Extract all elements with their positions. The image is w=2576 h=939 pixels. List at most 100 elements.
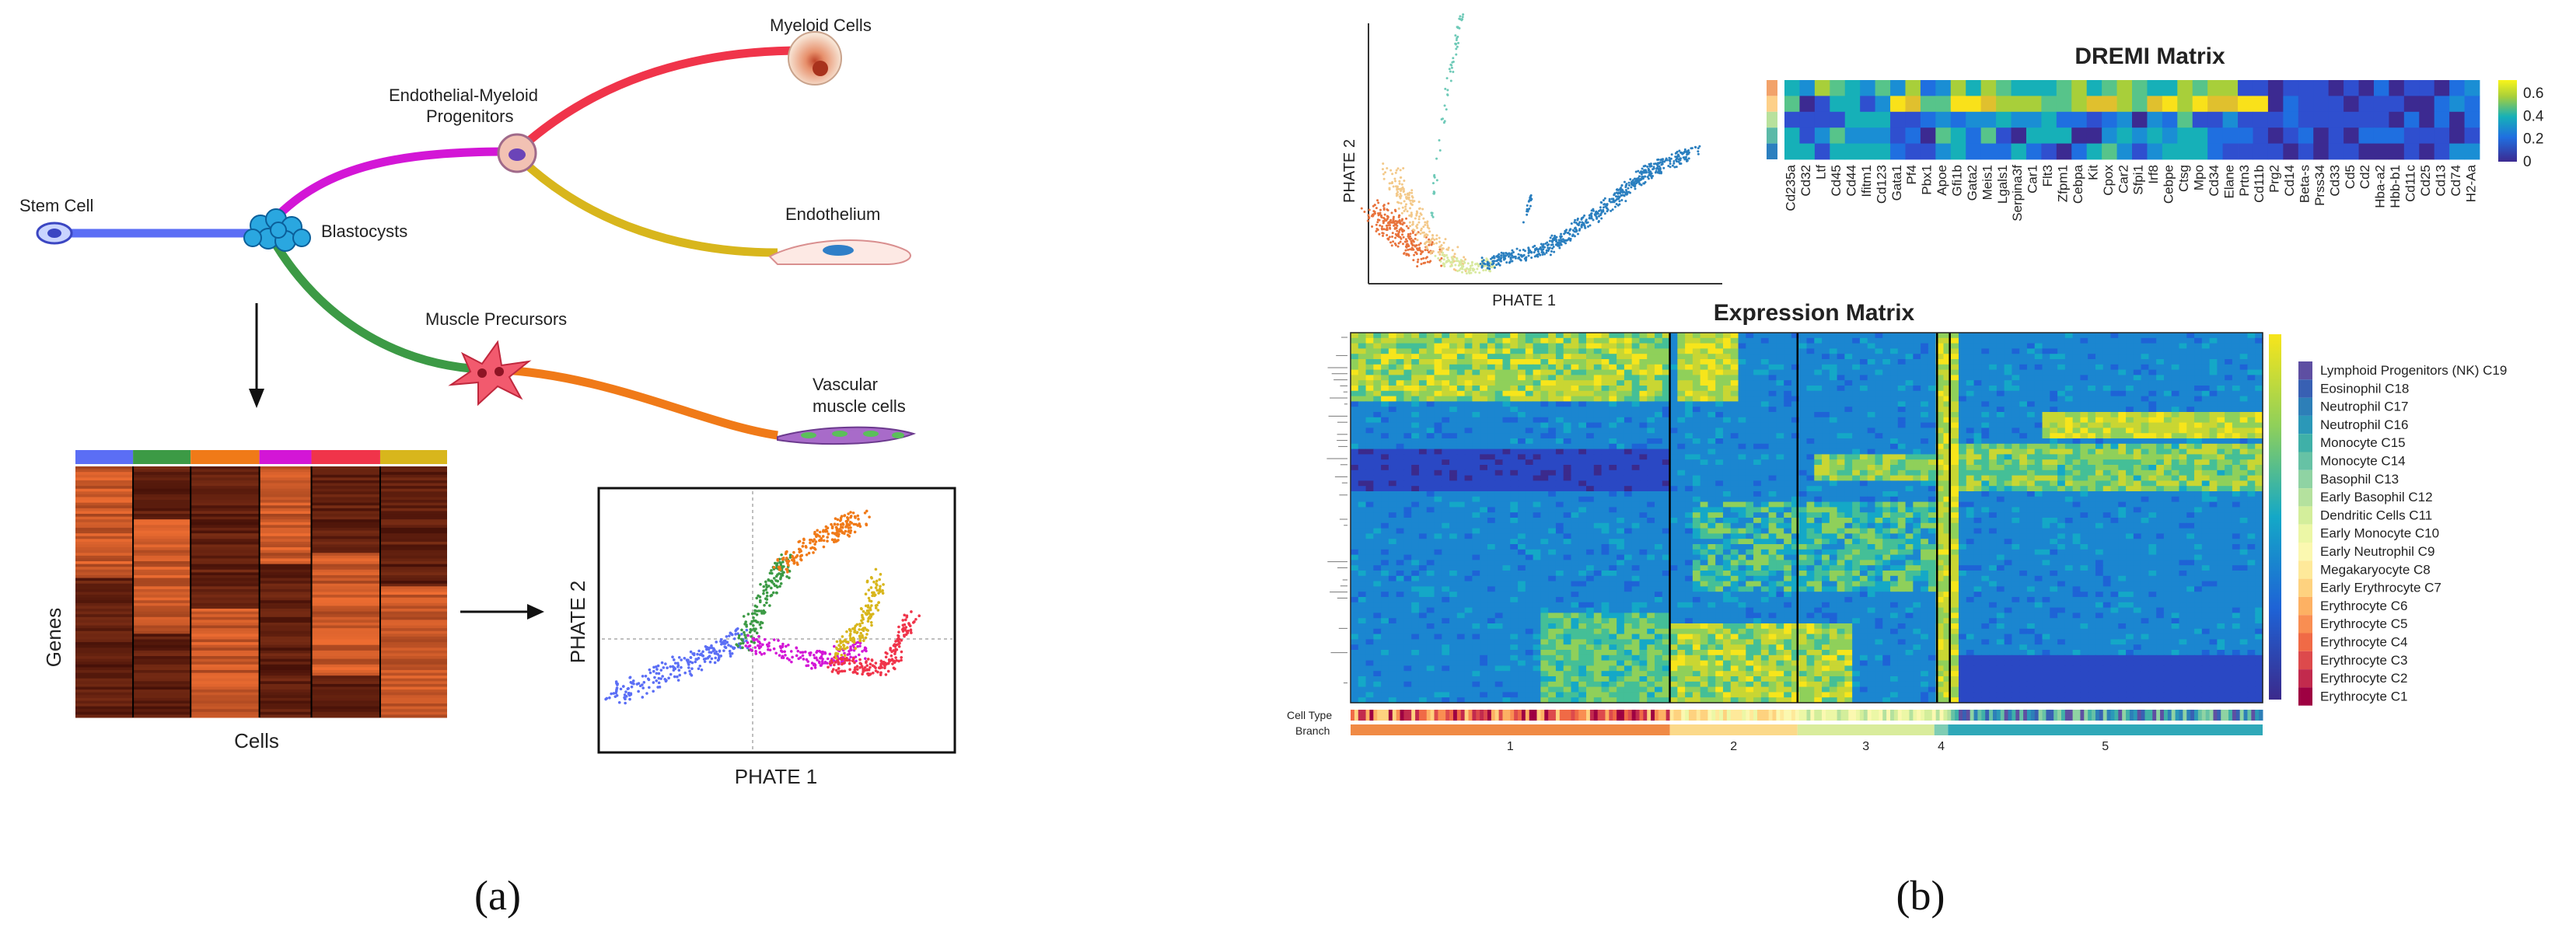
expression-cell bbox=[2194, 348, 2203, 354]
scatter-point bbox=[799, 651, 802, 655]
embedding-point bbox=[1404, 203, 1407, 206]
embedding-point bbox=[1541, 253, 1544, 256]
expression-cell bbox=[1388, 375, 1397, 381]
expression-cell bbox=[1540, 333, 1549, 339]
scatter-point bbox=[828, 652, 832, 656]
embedding-point bbox=[1402, 222, 1405, 225]
embedding-point bbox=[1413, 253, 1416, 257]
expression-cell bbox=[1396, 390, 1405, 397]
expression-cell bbox=[1677, 422, 1686, 428]
expression-cell bbox=[1913, 386, 1921, 392]
expression-cell bbox=[2179, 428, 2187, 434]
expression-cell bbox=[1814, 417, 1823, 424]
scatter-point bbox=[784, 654, 787, 657]
embedding-point bbox=[1432, 243, 1435, 246]
myeloid-cell-icon bbox=[788, 31, 842, 86]
expression-cell bbox=[1844, 380, 1853, 386]
embedding-point bbox=[1530, 257, 1533, 260]
expression-cell bbox=[2050, 348, 2058, 354]
expression-cell bbox=[1882, 337, 1891, 344]
expression-cell bbox=[1487, 401, 1496, 407]
expression-cell bbox=[1639, 417, 1648, 424]
expression-cell bbox=[2042, 407, 2050, 413]
expression-cell bbox=[1518, 428, 1526, 434]
scatter-point bbox=[785, 644, 788, 648]
embedding-point bbox=[1404, 208, 1407, 211]
expression-cell bbox=[1875, 407, 1883, 413]
scatter-point bbox=[765, 591, 769, 595]
embedding-point bbox=[1687, 149, 1690, 152]
scatter-point bbox=[849, 529, 853, 532]
expression-cell bbox=[2148, 386, 2157, 392]
embedding-point bbox=[1683, 148, 1686, 151]
expression-cell bbox=[2186, 380, 2195, 386]
expression-cell bbox=[2148, 380, 2157, 386]
expression-cell bbox=[2201, 364, 2211, 371]
expression-cell bbox=[1913, 359, 1921, 365]
scatter-point bbox=[719, 637, 723, 641]
scatter-point bbox=[855, 665, 859, 668]
expression-cell bbox=[1959, 417, 1967, 424]
dremi-cell bbox=[2373, 80, 2389, 96]
embedding-point bbox=[1399, 222, 1402, 225]
expression-cell bbox=[2225, 364, 2233, 371]
expression-cell bbox=[1624, 401, 1633, 407]
expression-cell bbox=[2080, 401, 2088, 407]
expression-cell bbox=[1472, 396, 1480, 402]
expression-cell bbox=[1480, 390, 1488, 397]
expression-cell bbox=[1449, 375, 1458, 381]
expression-cell bbox=[1700, 369, 1709, 375]
expression-cell bbox=[2232, 375, 2241, 381]
expression-cell bbox=[1494, 386, 1504, 392]
expression-cell bbox=[2050, 428, 2058, 434]
expression-cell bbox=[1928, 354, 1937, 360]
expression-cell bbox=[1533, 401, 1541, 407]
expression-cell bbox=[1358, 412, 1367, 418]
expression-cell bbox=[1449, 380, 1458, 386]
expression-cell bbox=[1487, 412, 1496, 418]
expression-cell bbox=[1669, 412, 1678, 418]
embedding-point bbox=[1403, 210, 1406, 213]
embedding-point bbox=[1398, 180, 1401, 183]
expression-cell bbox=[2050, 396, 2058, 402]
expression-cell bbox=[2095, 369, 2104, 375]
expression-cell bbox=[1707, 422, 1716, 428]
scatter-point bbox=[779, 572, 783, 576]
embedding-point bbox=[1649, 165, 1652, 168]
expression-cell bbox=[1692, 396, 1701, 402]
scatter-point bbox=[718, 650, 722, 653]
expression-cell bbox=[1959, 359, 1967, 365]
expression-cell bbox=[2217, 386, 2225, 392]
expression-cell bbox=[2255, 401, 2263, 407]
expression-cell bbox=[1434, 412, 1442, 418]
expression-cell bbox=[2026, 396, 2036, 402]
expression-cell bbox=[1722, 417, 1732, 424]
expression-cell bbox=[1852, 401, 1861, 407]
expression-cell bbox=[1464, 348, 1473, 354]
embedding-point bbox=[1450, 256, 1453, 259]
dremi-cell bbox=[2011, 127, 2027, 144]
expression-cell bbox=[1973, 364, 1982, 371]
expression-cell bbox=[2102, 348, 2112, 354]
expression-cell bbox=[1707, 433, 1716, 439]
embedding-point bbox=[1664, 159, 1667, 162]
expression-cell bbox=[1518, 407, 1526, 413]
expression-cell bbox=[1365, 375, 1374, 381]
expression-cell bbox=[1806, 428, 1815, 434]
expression-cell bbox=[2072, 343, 2081, 349]
expression-cell bbox=[2171, 380, 2180, 386]
expression-cell bbox=[2026, 359, 2036, 365]
expression-cell bbox=[1578, 337, 1587, 344]
scatter-point bbox=[660, 661, 664, 665]
expression-cell bbox=[1882, 354, 1891, 360]
embedding-point bbox=[1402, 236, 1405, 239]
expression-cell bbox=[1760, 380, 1770, 386]
expression-cell bbox=[1555, 369, 1564, 375]
expression-cell bbox=[1365, 348, 1374, 354]
embedding-point bbox=[1529, 204, 1532, 208]
expression-cell bbox=[1480, 433, 1488, 439]
scatter-point bbox=[757, 609, 760, 613]
expression-cell bbox=[2034, 375, 2043, 381]
scatter-point bbox=[781, 557, 785, 561]
expression-cell bbox=[2042, 396, 2050, 402]
